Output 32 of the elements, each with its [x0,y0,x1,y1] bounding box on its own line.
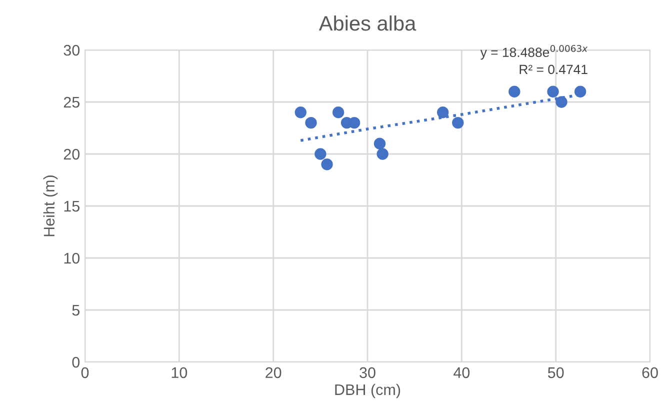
y-tick-label: 30 [64,44,80,56]
point [452,116,464,129]
x-tick-label: 20 [266,367,282,378]
point [508,86,520,98]
x-axis-title: DBH (cm) [335,384,400,398]
point [332,106,344,118]
point [321,158,333,170]
chart-title: Abies alba [318,15,416,31]
point [374,138,386,150]
point [376,148,388,160]
point [574,86,586,98]
point [556,96,568,108]
point [436,106,449,118]
y-tick-label: 5 [72,305,80,316]
x-tick-label: 50 [548,367,564,378]
x-tick-label: 10 [172,367,188,378]
annotation: R² = 0.4741 [520,64,588,74]
y-tick-label: 25 [64,96,80,108]
y-tick-label: 20 [64,148,80,160]
point [305,116,317,129]
x-tick-label: 40 [454,367,470,378]
point [294,106,306,118]
point [314,148,326,160]
y-axis-title: Heiht (m) [43,176,58,236]
y-tick-label: 0 [72,356,80,368]
x-tick-label: 60 [642,367,658,378]
y-tick-label: 10 [64,252,80,264]
y-tick-label: 15 [64,201,80,212]
x-tick-label: 30 [360,367,376,378]
annotation: y = 18.488e$^{0.0063x}$ [480,44,588,60]
x-tick-label: 0 [81,367,89,378]
point [547,86,559,98]
